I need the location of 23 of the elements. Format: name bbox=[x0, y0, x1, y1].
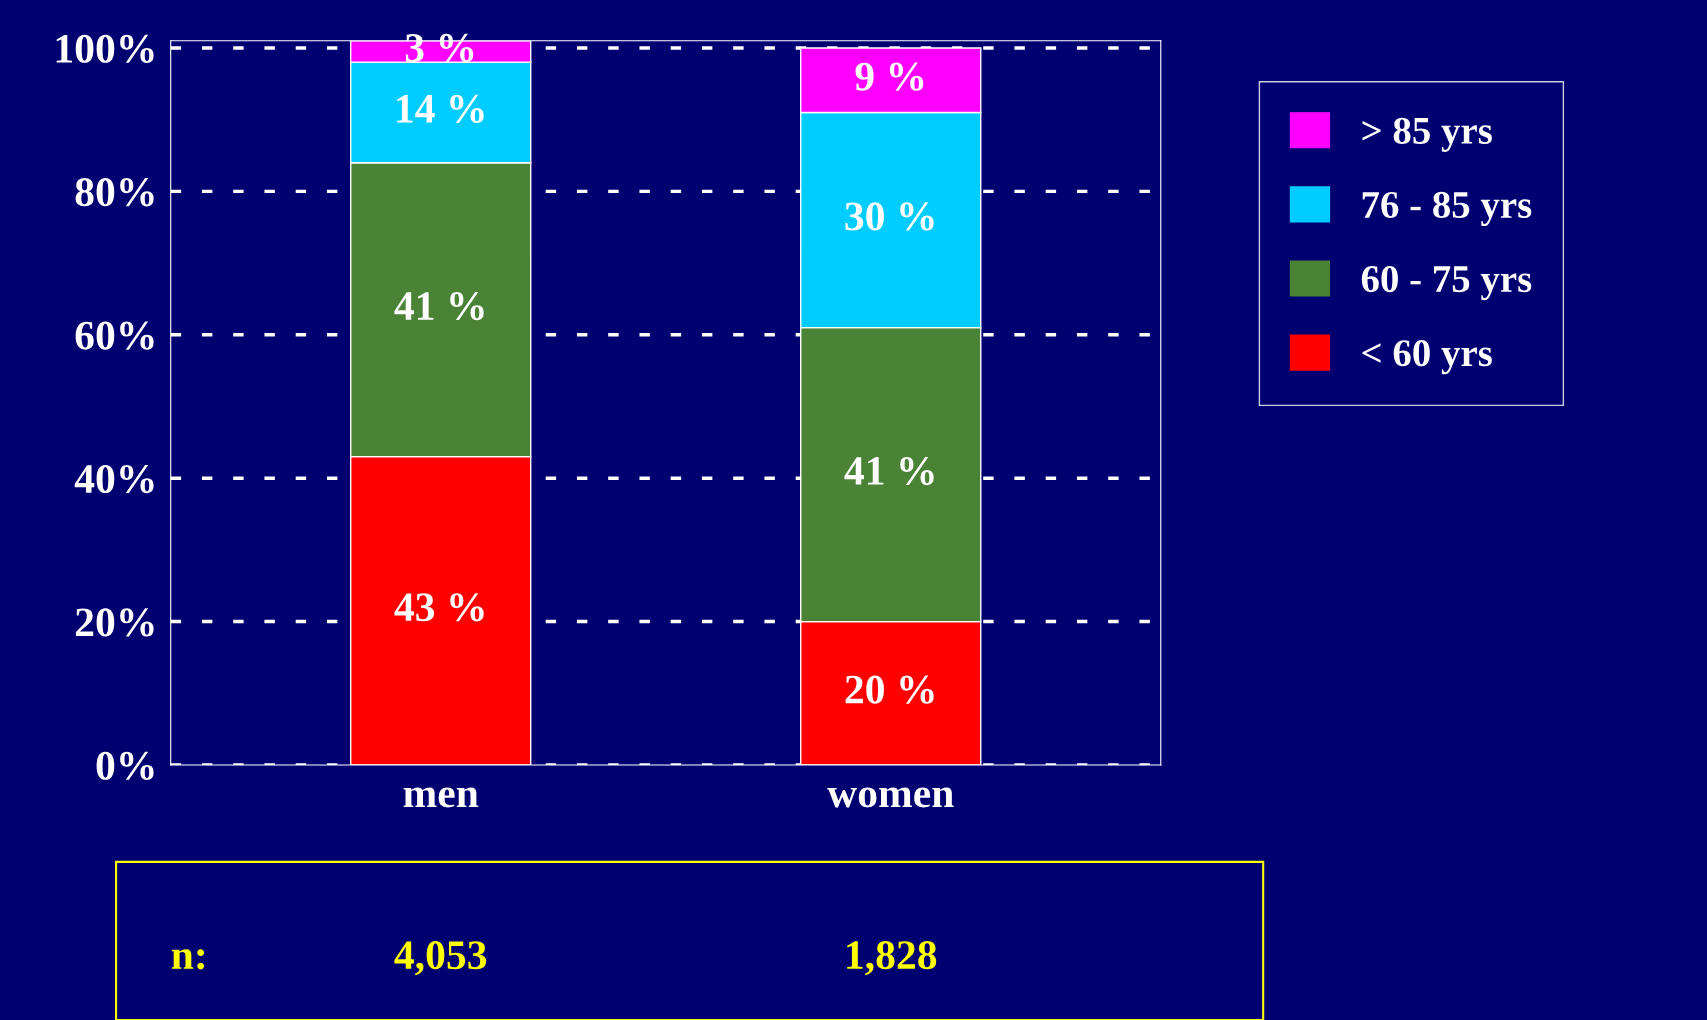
y-tick-label: 0% bbox=[96, 751, 154, 780]
data-label: 41 % bbox=[394, 292, 484, 321]
legend-label: > 85 yrs bbox=[1362, 117, 1492, 152]
legend-label: 60 - 75 yrs bbox=[1361, 265, 1532, 301]
y-tick-label: 20% bbox=[75, 608, 154, 637]
text: 1,828 bbox=[847, 941, 937, 976]
data-label: 3 % bbox=[405, 33, 474, 63]
data-label: 43 % bbox=[394, 593, 484, 622]
data-label: 20 % bbox=[845, 675, 934, 704]
x-tick-label: men bbox=[403, 787, 479, 808]
x-tick-label: women bbox=[827, 787, 954, 808]
text: 4,053 bbox=[394, 941, 487, 976]
data-label: 41 % bbox=[844, 456, 934, 486]
y-tick-label: 100% bbox=[56, 34, 154, 63]
legend-label: 76 - 85 yrs bbox=[1362, 191, 1532, 227]
data-label: 14 % bbox=[397, 94, 484, 124]
y-tick-label: 80% bbox=[75, 178, 154, 207]
y-tick-label: 60% bbox=[75, 321, 154, 350]
data-label: 30 % bbox=[845, 202, 934, 231]
data-label: 9 % bbox=[855, 62, 924, 91]
text: n: bbox=[171, 949, 205, 970]
legend-label: < 60 yrs bbox=[1362, 340, 1492, 375]
y-tick-label: 40% bbox=[74, 464, 154, 494]
